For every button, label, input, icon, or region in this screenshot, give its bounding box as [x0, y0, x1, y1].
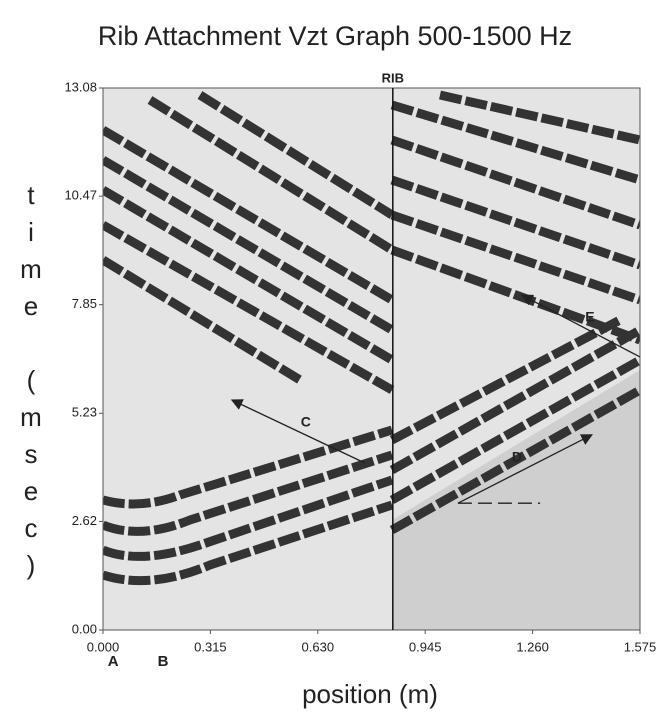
annotation-label: E — [585, 309, 594, 325]
annotation-arrow — [230, 399, 366, 464]
rib-label: RIB — [382, 70, 404, 85]
position-label: A — [108, 653, 119, 670]
x-tick-label: 0.945 — [409, 639, 442, 654]
x-tick-label: 0.315 — [194, 639, 227, 654]
x-axis-label: position (m) — [302, 679, 438, 709]
position-label: B — [158, 653, 169, 670]
x-tick-label: 0.000 — [87, 639, 120, 654]
x-tick-label: 0.630 — [302, 639, 335, 654]
x-tick-label: 1.575 — [624, 639, 657, 654]
annotation-label: C — [301, 414, 311, 430]
chart-title: Rib Attachment Vzt Graph 500-1500 Hz — [98, 21, 572, 51]
annotation-label: D — [512, 449, 522, 465]
y-tick-label: 10.47 — [64, 188, 97, 203]
x-tick-label: 1.260 — [516, 639, 549, 654]
seismic-image — [103, 88, 640, 630]
y-tick-label: 13.08 — [64, 79, 97, 94]
y-tick-label: 2.62 — [72, 513, 97, 528]
annotation-arrow — [520, 294, 641, 358]
y-tick-label: 7.85 — [72, 296, 97, 311]
y-tick-label: 0.00 — [72, 621, 97, 636]
y-tick-label: 5.23 — [72, 405, 97, 420]
annotation-arrow — [457, 434, 593, 504]
y-axis-label: time (msec) — [16, 180, 46, 587]
plot-frame — [102, 87, 641, 631]
